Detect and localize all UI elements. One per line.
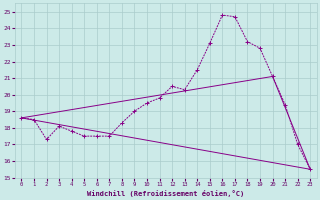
X-axis label: Windchill (Refroidissement éolien,°C): Windchill (Refroidissement éolien,°C) xyxy=(87,190,244,197)
